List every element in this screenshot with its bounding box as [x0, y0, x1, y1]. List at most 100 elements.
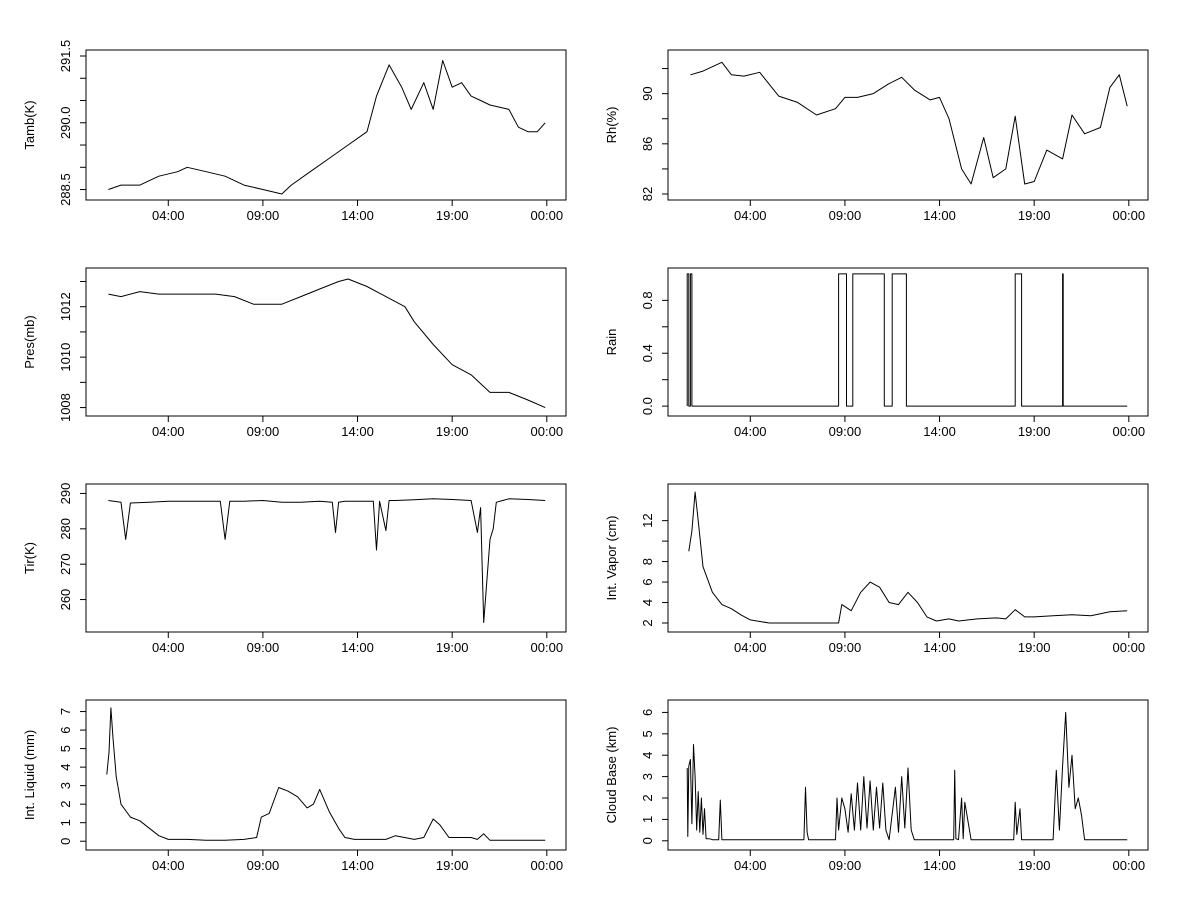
y-tick-label: 5 [640, 730, 655, 737]
x-tick-label: 04:00 [152, 208, 185, 223]
x-tick-label: 04:00 [152, 424, 185, 439]
y-tick-label: 3 [640, 773, 655, 780]
y-axis-label: Rain [604, 329, 619, 356]
y-tick-label: 12 [640, 513, 655, 527]
y-axis-label: Cloud Base (km) [604, 727, 619, 824]
y-tick-label: 4 [640, 599, 655, 606]
x-tick-label: 09:00 [247, 858, 280, 873]
x-tick-label: 14:00 [923, 640, 956, 655]
series-line [686, 711, 1128, 841]
y-tick-label: 288.5 [58, 173, 73, 206]
x-tick-label: 19:00 [1018, 208, 1051, 223]
y-tick-label: 260 [58, 589, 73, 611]
series-line [686, 273, 1128, 407]
x-tick-label: 04:00 [734, 208, 767, 223]
x-tick-label: 04:00 [734, 858, 767, 873]
chart-panel-4: 04:00 09:00 14:00 19:00 00:00 0.0 0.4 0.8 Rain [604, 267, 1149, 439]
plot-frame [667, 699, 1149, 851]
plot-frame [85, 267, 567, 417]
y-tick-label: 90 [640, 86, 655, 100]
plot-frame [667, 267, 1149, 417]
series-line [106, 707, 546, 841]
series-line [108, 278, 546, 409]
y-tick-label: 1010 [58, 343, 73, 372]
plot-frame [85, 699, 567, 851]
plot-frame [667, 49, 1149, 201]
x-tick-label: 09:00 [247, 208, 280, 223]
plot-frame [85, 49, 567, 201]
x-tick-label: 19:00 [1018, 858, 1051, 873]
x-tick-label: 14:00 [923, 424, 956, 439]
y-tick-label: 7 [58, 708, 73, 715]
x-tick-label: 00:00 [531, 640, 564, 655]
x-tick-label: 19:00 [436, 208, 469, 223]
x-tick-label: 00:00 [531, 424, 564, 439]
series-line [108, 60, 546, 195]
x-tick-label: 19:00 [436, 640, 469, 655]
y-tick-label: 82 [640, 187, 655, 201]
x-tick-label: 09:00 [829, 424, 862, 439]
y-tick-label: 1008 [58, 393, 73, 422]
y-tick-label: 2 [640, 794, 655, 801]
y-tick-label: 280 [58, 518, 73, 540]
y-tick-label: 1012 [58, 292, 73, 321]
y-axis-label: Pres(mb) [22, 315, 37, 368]
y-tick-label: 0 [640, 837, 655, 844]
chart-panel-8: 04:00 09:00 14:00 19:00 00:00 0 1 2 3 4 5 6 Cloud Ba… [604, 699, 1149, 873]
x-tick-label: 14:00 [341, 640, 374, 655]
plot-frame [667, 483, 1149, 633]
x-tick-label: 14:00 [341, 858, 374, 873]
y-tick-label: 2 [58, 801, 73, 808]
y-tick-label: 291.5 [58, 40, 73, 73]
x-tick-label: 04:00 [152, 640, 185, 655]
y-tick-label: 4 [640, 752, 655, 759]
y-tick-label: 1 [58, 819, 73, 826]
series-line [108, 498, 546, 623]
x-tick-label: 14:00 [923, 208, 956, 223]
y-tick-label: 3 [58, 782, 73, 789]
y-tick-label: 0.0 [640, 397, 655, 415]
x-tick-label: 04:00 [152, 858, 185, 873]
chart-panel-3: 04:00 09:00 14:00 19:00 00:00 1008 1010 1012 Pre… [22, 267, 567, 439]
x-tick-label: 14:00 [341, 208, 374, 223]
x-tick-label: 09:00 [247, 640, 280, 655]
series-line [690, 61, 1128, 185]
x-tick-label: 00:00 [1113, 858, 1146, 873]
y-tick-label: 6 [640, 709, 655, 716]
chart-panel-5: 04:00 09:00 14:00 19:00 00:00 260 270 280 290 Tir… [22, 483, 567, 655]
x-tick-label: 09:00 [829, 640, 862, 655]
chart-panel-7: 04:00 09:00 14:00 19:00 00:00 0 1 2 3 4 5 6 7 Int. Li… [22, 699, 567, 873]
x-tick-label: 09:00 [829, 858, 862, 873]
y-tick-label: 6 [58, 726, 73, 733]
x-tick-label: 19:00 [1018, 640, 1051, 655]
y-tick-label: 290 [58, 483, 73, 505]
y-axis-label: Tir(K) [22, 542, 37, 574]
x-tick-label: 00:00 [531, 858, 564, 873]
y-tick-label: 5 [58, 745, 73, 752]
chart-panel-6: 04:00 09:00 14:00 19:00 00:00 2 4 6 8 12 Int. Vapo… [604, 483, 1149, 655]
x-tick-label: 19:00 [436, 858, 469, 873]
y-axis-label: Tamb(K) [22, 100, 37, 149]
y-axis-label: Int. Liquid (mm) [22, 730, 37, 820]
x-tick-label: 19:00 [1018, 424, 1051, 439]
chart-panel-2: 04:00 09:00 14:00 19:00 00:00 82 86 90 Rh(%) [604, 49, 1149, 223]
y-tick-label: 290.0 [58, 107, 73, 140]
x-tick-label: 04:00 [734, 640, 767, 655]
y-tick-label: 2 [640, 619, 655, 626]
y-tick-label: 8 [640, 558, 655, 565]
x-tick-label: 19:00 [436, 424, 469, 439]
plot-frame [85, 483, 567, 633]
x-tick-label: 04:00 [734, 424, 767, 439]
y-tick-label: 0 [58, 838, 73, 845]
x-tick-label: 00:00 [1113, 208, 1146, 223]
y-axis-label: Rh(%) [604, 107, 619, 144]
x-tick-label: 09:00 [829, 208, 862, 223]
x-tick-label: 00:00 [531, 208, 564, 223]
x-tick-label: 14:00 [341, 424, 374, 439]
x-tick-label: 09:00 [247, 424, 280, 439]
y-axis-label: Int. Vapor (cm) [604, 515, 619, 600]
y-tick-label: 4 [58, 764, 73, 771]
chart-panel-1: 04:00 09:00 14:00 19:00 00:00 288.5 290.0 291.5… [22, 40, 567, 223]
y-tick-label: 86 [640, 137, 655, 151]
y-tick-label: 0.8 [640, 291, 655, 309]
